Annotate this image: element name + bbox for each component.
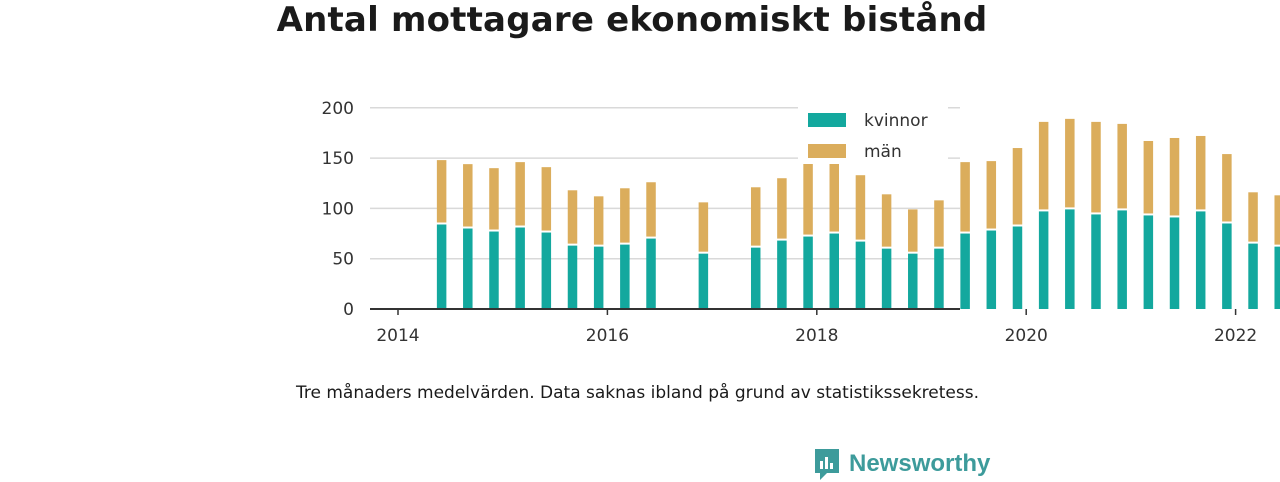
x-tick-label-2018: 2018 (795, 326, 838, 346)
x-axis-ticks: 201420162018202020222024 (376, 309, 1257, 346)
bar-man-2020-09 (1091, 121, 1101, 213)
legend-label-kvinnor: kvinnor (864, 111, 928, 131)
legend-swatch-man (808, 144, 846, 158)
bar-kvinnor-2019-06 (960, 233, 970, 309)
y-tick-label-50: 50 (332, 250, 354, 270)
bar-man-2018-12 (908, 209, 918, 252)
bar-kvinnor-2016-06 (646, 238, 656, 309)
bar-man-2019-03 (934, 200, 944, 247)
bar-kvinnor-2021-06 (1169, 217, 1180, 309)
x-tick-label-2022: 2022 (1214, 326, 1257, 346)
bar-kvinnor-2018-12 (908, 253, 918, 309)
bar-man-2019-09 (986, 161, 997, 229)
bar-man-2022-06 (1274, 195, 1280, 245)
bar-man-2015-12 (593, 196, 604, 245)
bar-kvinnor-2014-12 (489, 231, 499, 309)
bar-kvinnor-2017-09 (777, 240, 787, 309)
bar-man-2021-06 (1169, 137, 1180, 216)
bar-man-2021-09 (1195, 135, 1206, 210)
bar-man-2016-03 (620, 188, 630, 243)
bar-man-2019-06 (960, 162, 970, 232)
bar-kvinnor-2019-03 (934, 248, 944, 309)
bar-man-2017-06 (750, 187, 761, 246)
bar-man-2020-03 (1038, 121, 1049, 210)
chart-footnote: Tre månaders medelvärden. Data saknas ib… (296, 383, 979, 403)
bar-kvinnor-2021-12 (1222, 223, 1232, 309)
bar-kvinnor-2020-03 (1038, 211, 1049, 309)
bar-man-2015-03 (515, 162, 525, 226)
bar-man-2018-09 (881, 194, 892, 247)
newsworthy-logo-icon (815, 449, 839, 480)
bar-kvinnor-2014-09 (463, 228, 473, 309)
bar-man-2014-06 (436, 160, 447, 223)
bar-man-2017-12 (803, 161, 813, 235)
bar-kvinnor-2020-09 (1091, 214, 1101, 309)
y-tick-label-100: 100 (322, 199, 354, 219)
legend: kvinnor män (798, 104, 948, 164)
bar-kvinnor-2018-06 (855, 241, 866, 309)
bar-kvinnor-2020-12 (1117, 210, 1127, 309)
bar-man-2018-06 (855, 175, 866, 240)
y-axis-ticks: 0 50 100 150 200 (322, 99, 354, 320)
bar-man-2020-12 (1117, 123, 1127, 209)
bar-kvinnor-2015-06 (541, 232, 552, 309)
bar-series (436, 118, 1280, 309)
legend-label-man: män (864, 142, 902, 162)
legend-swatch-kvinnor (808, 113, 846, 127)
bar-kvinnor-2015-12 (593, 246, 604, 309)
bar-kvinnor-2022-03 (1248, 243, 1258, 309)
y-tick-label-0: 0 (343, 300, 354, 320)
bar-kvinnor-2019-09 (986, 230, 997, 309)
bar-kvinnor-2016-12 (698, 253, 709, 309)
newsworthy-logo[interactable]: Newsworthy (813, 446, 990, 482)
chart-title: Antal mottagare ekonomiskt bistånd (276, 0, 988, 40)
bar-man-2015-06 (541, 167, 552, 231)
bar-kvinnor-2019-12 (1012, 226, 1023, 309)
x-tick-label-2020: 2020 (1005, 326, 1048, 346)
bar-kvinnor-2016-03 (620, 244, 630, 309)
bar-man-2021-03 (1143, 140, 1154, 214)
bar-kvinnor-2021-09 (1195, 211, 1206, 309)
x-tick-label-2016: 2016 (586, 326, 629, 346)
bar-man-2014-12 (489, 168, 499, 230)
bar-man-2021-12 (1222, 154, 1232, 222)
bar-kvinnor-2022-06 (1274, 246, 1280, 309)
bar-man-2017-09 (777, 178, 787, 239)
bar-man-2016-12 (698, 202, 709, 252)
bar-kvinnor-2018-03 (829, 233, 839, 309)
bar-man-2018-03 (829, 161, 839, 232)
bar-man-2014-09 (463, 164, 473, 227)
bar-kvinnor-2014-06 (436, 224, 447, 309)
bar-man-2016-06 (646, 182, 656, 237)
bar-kvinnor-2015-09 (567, 245, 578, 309)
bar-kvinnor-2021-03 (1143, 215, 1154, 309)
bar-kvinnor-2017-12 (803, 236, 813, 309)
bar-man-2015-09 (567, 190, 578, 244)
bar-man-2020-06 (1065, 118, 1075, 208)
bar-kvinnor-2018-09 (881, 248, 892, 309)
bar-kvinnor-2015-03 (515, 227, 525, 309)
bar-kvinnor-2017-06 (750, 247, 761, 309)
bar-man-2022-03 (1248, 192, 1258, 242)
y-tick-label-150: 150 (322, 149, 354, 169)
bar-kvinnor-2020-06 (1065, 209, 1075, 309)
newsworthy-logo-text: Newsworthy (849, 450, 991, 477)
y-tick-label-200: 200 (322, 99, 354, 119)
x-tick-label-2014: 2014 (376, 326, 419, 346)
bar-man-2019-12 (1012, 148, 1023, 225)
